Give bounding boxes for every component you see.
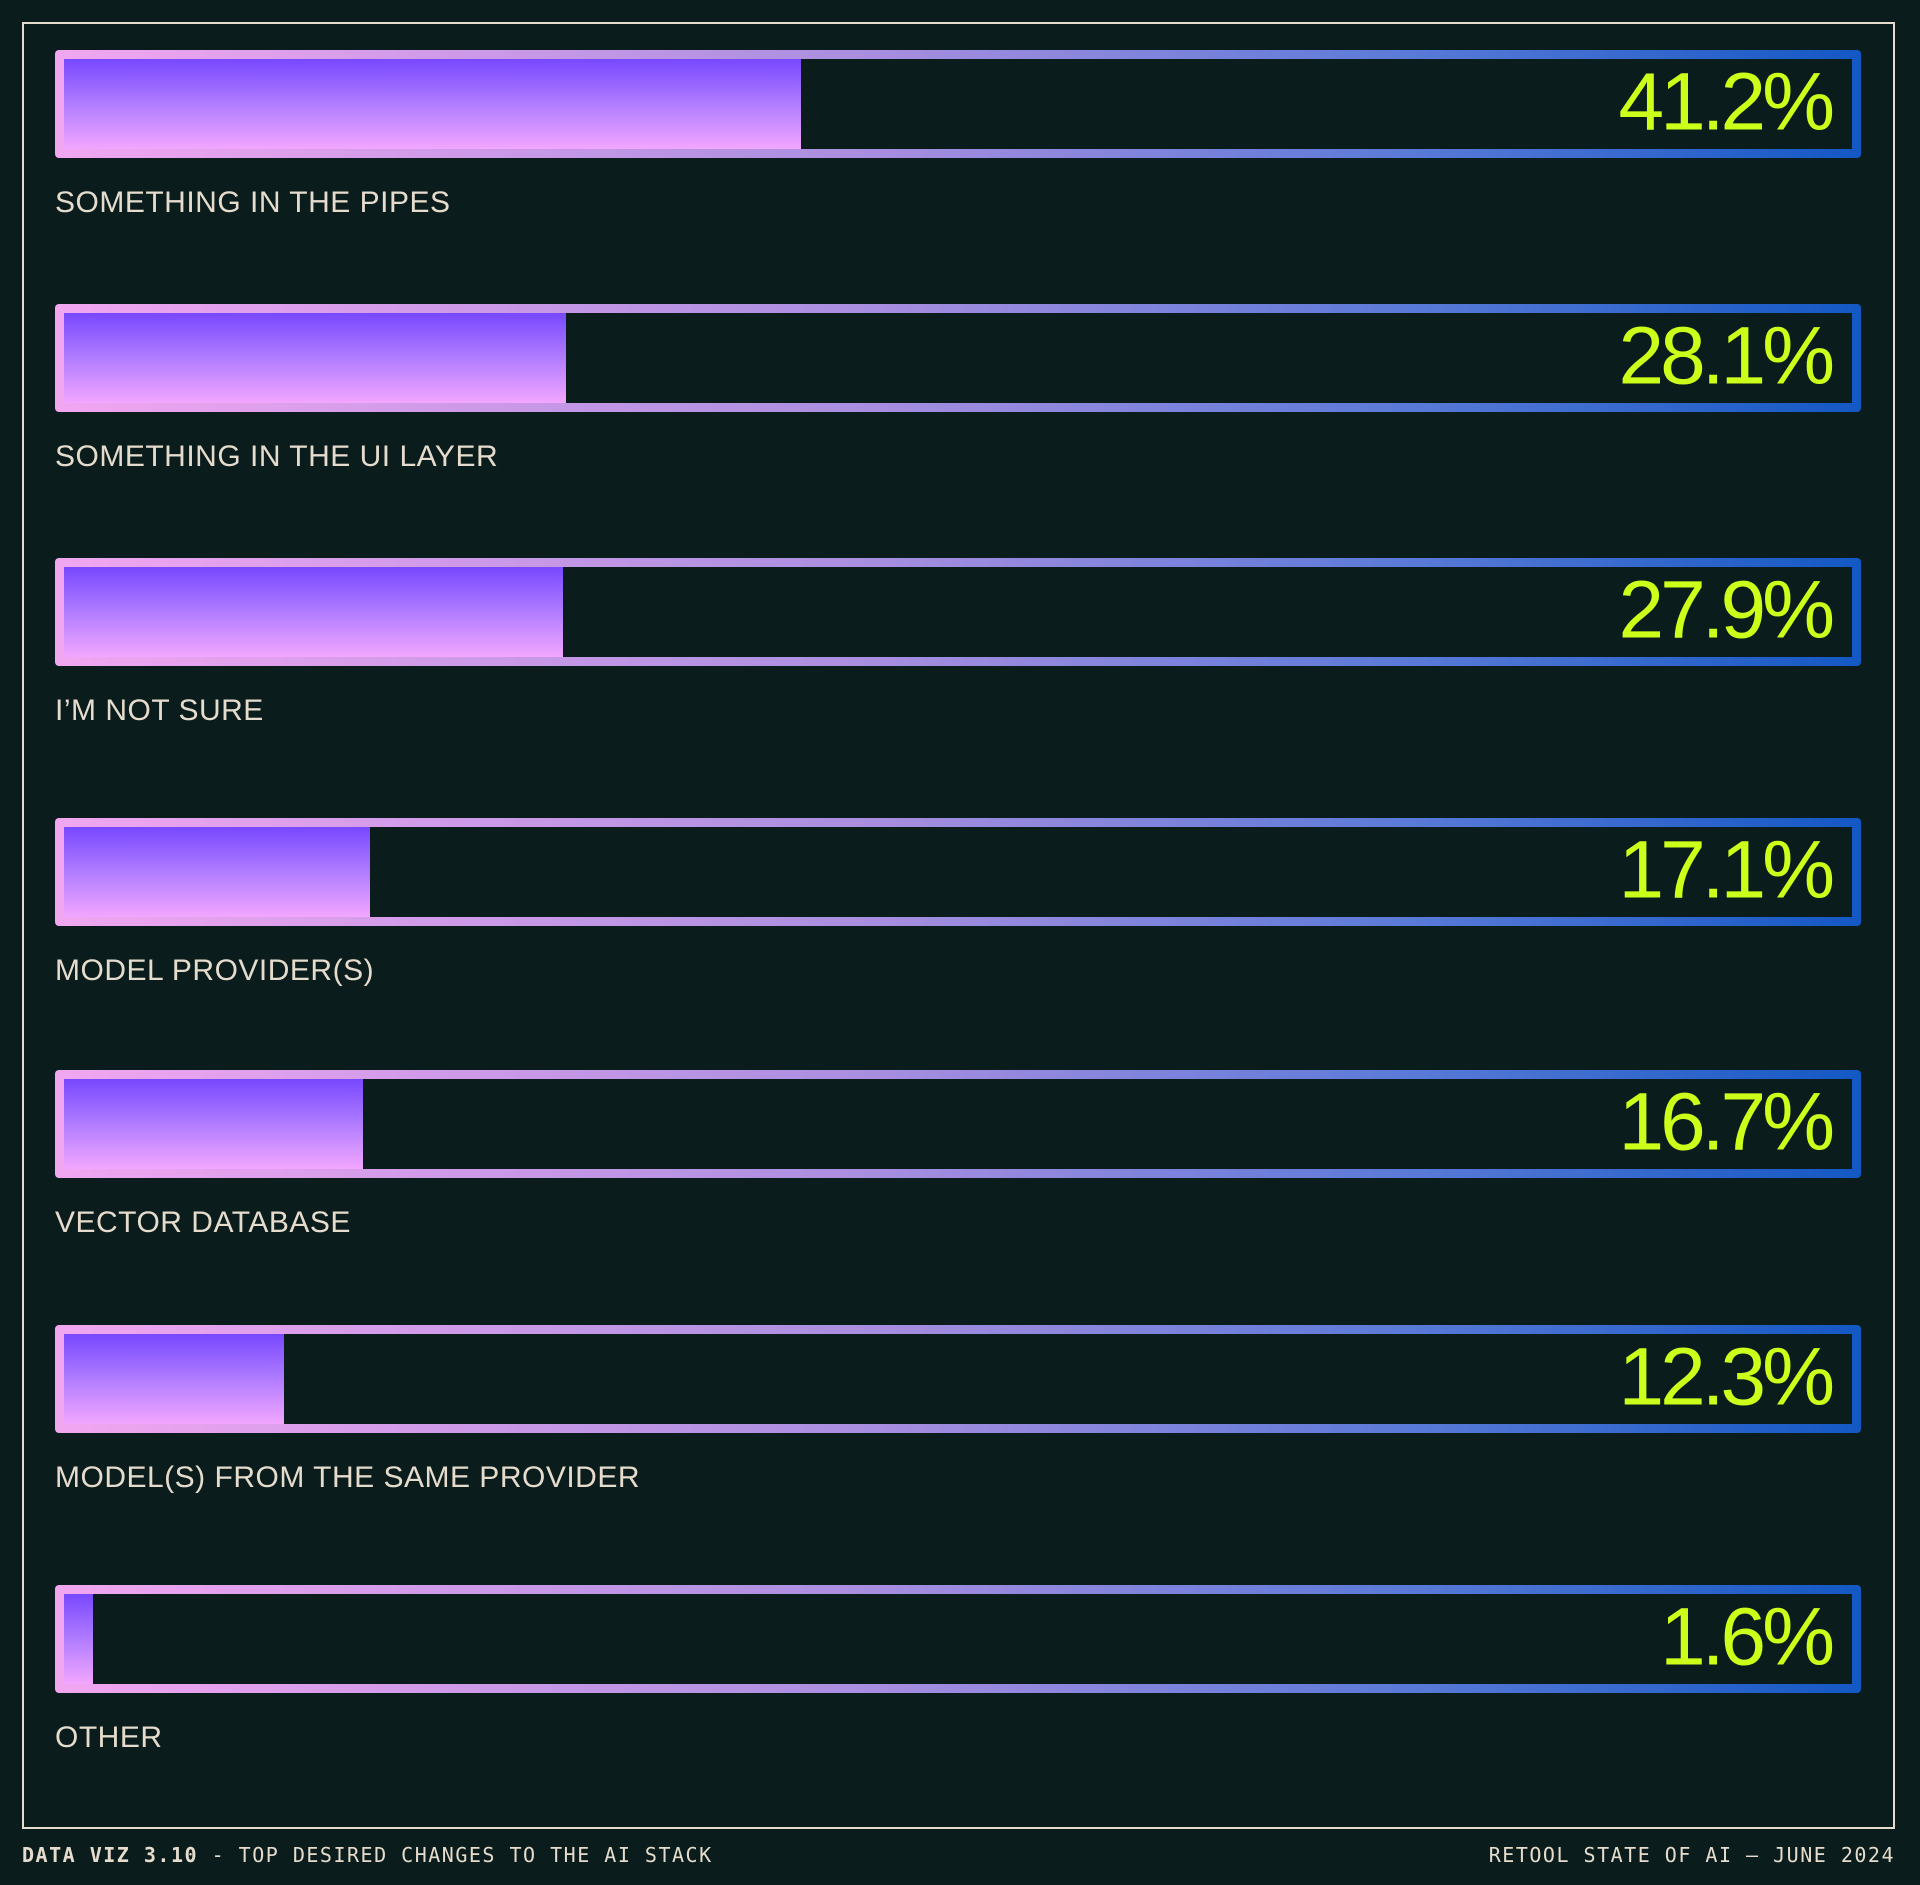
category-label: I’M NOT SURE [55, 694, 264, 727]
bar-track: 17.1% [55, 818, 1861, 926]
category-label: MODEL(S) FROM THE SAME PROVIDER [55, 1461, 641, 1494]
category-label: MODEL PROVIDER(S) [55, 954, 375, 987]
value-label: 41.2% [1618, 56, 1835, 148]
bar-inner [64, 313, 1852, 403]
bar-track: 1.6% [55, 1585, 1861, 1693]
bar-row: 1.6% OTHER [55, 1585, 1861, 1755]
bar-row: 41.2% SOMETHING IN THE PIPES [55, 50, 1861, 220]
bar-fill [64, 567, 563, 657]
bar-fill [64, 1594, 93, 1684]
value-label: 16.7% [1618, 1076, 1835, 1168]
bar-fill [64, 59, 801, 149]
bar-row: 27.9% I’M NOT SURE [55, 558, 1861, 728]
footer-viz-number: DATA VIZ 3.10 [22, 1843, 199, 1867]
value-label: 28.1% [1618, 310, 1835, 402]
bar-inner [64, 827, 1852, 917]
chart-frame [22, 22, 1895, 1829]
bar-fill [64, 1334, 284, 1424]
bar-track: 16.7% [55, 1070, 1861, 1178]
footer-source: RETOOL STATE OF AI — JUNE 2024 [1488, 1843, 1895, 1867]
bar-inner [64, 567, 1852, 657]
bar-track: 28.1% [55, 304, 1861, 412]
footer-left: DATA VIZ 3.10 - TOP DESIRED CHANGES TO T… [22, 1843, 713, 1867]
bar-row: 16.7% VECTOR DATABASE [55, 1070, 1861, 1240]
value-label: 17.1% [1618, 824, 1835, 916]
bar-fill [64, 313, 567, 403]
value-label: 12.3% [1618, 1331, 1835, 1423]
bar-track: 27.9% [55, 558, 1861, 666]
category-label: SOMETHING IN THE PIPES [55, 186, 451, 219]
bar-inner [64, 59, 1852, 149]
footer-title: - TOP DESIRED CHANGES TO THE AI STACK [198, 1843, 713, 1867]
bar-fill [64, 1079, 363, 1169]
value-label: 1.6% [1660, 1591, 1835, 1683]
bar-inner [64, 1079, 1852, 1169]
bar-inner [64, 1594, 1852, 1684]
bar-track: 12.3% [55, 1325, 1861, 1433]
bar-row: 12.3% MODEL(S) FROM THE SAME PROVIDER [55, 1325, 1861, 1495]
category-label: VECTOR DATABASE [55, 1206, 351, 1239]
category-label: OTHER [55, 1721, 163, 1754]
category-label: SOMETHING IN THE UI LAYER [55, 440, 499, 473]
bar-row: 28.1% SOMETHING IN THE UI LAYER [55, 304, 1861, 474]
value-label: 27.9% [1618, 564, 1835, 656]
bar-track: 41.2% [55, 50, 1861, 158]
bar-fill [64, 827, 370, 917]
bar-row: 17.1% MODEL PROVIDER(S) [55, 818, 1861, 988]
bar-inner [64, 1334, 1852, 1424]
